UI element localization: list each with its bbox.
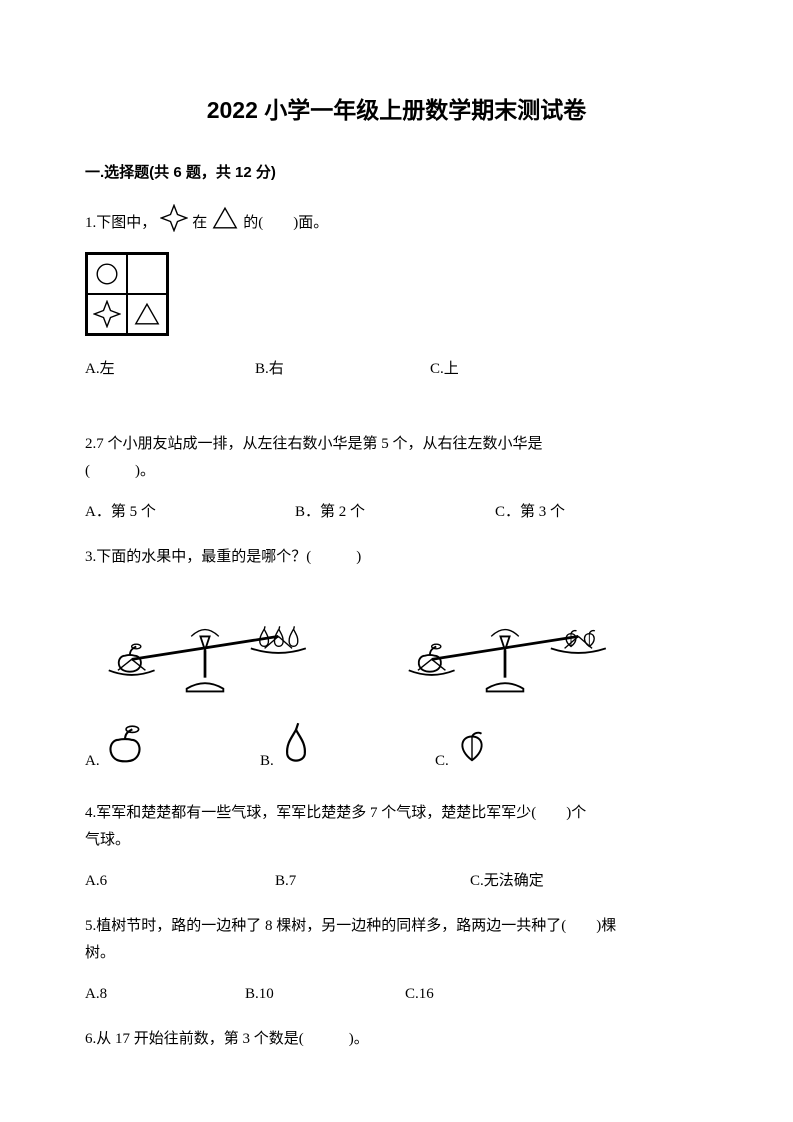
q4-opt-a: A.6: [85, 868, 275, 895]
q1-posttext: 的( )面。: [243, 210, 328, 237]
star4-icon: [93, 300, 121, 328]
balance-scale-2-icon: [385, 586, 625, 696]
question-5: 5.植树节时，路的一边种了 8 棵树，另一边种的同样多，路两边一共种了( )棵 …: [85, 913, 708, 1008]
q5-opt-c: C.16: [405, 981, 434, 1008]
grid-cell-empty: [127, 254, 167, 294]
q1-pretext: 1.下图中，: [85, 210, 156, 237]
grid-cell-triangle: [127, 294, 167, 334]
section-1-header: 一.选择题(共 6 题，共 12 分): [85, 159, 708, 186]
triangle-icon: [211, 204, 239, 242]
q2-options: A．第 5 个 B．第 2 个 C．第 3 个: [85, 499, 708, 526]
question-4: 4.军军和楚楚都有一些气球，军军比楚楚多 7 个气球，楚楚比军军少( )个 气球…: [85, 800, 708, 895]
q4-options: A.6 B.7 C.无法确定: [85, 868, 708, 895]
q4-opt-b: B.7: [275, 868, 470, 895]
page-title: 2022 小学一年级上册数学期末测试卷: [85, 90, 708, 131]
q1-opt-b: B.右: [255, 356, 430, 383]
q5-line1: 5.植树节时，路的一边种了 8 棵树，另一边种的同样多，路两边一共种了( )棵: [85, 913, 708, 940]
q2-line2: ( )。: [85, 458, 708, 485]
q2-opt-a: A．第 5 个: [85, 499, 295, 526]
q6-text: 6.从 17 开始往前数，第 3 个数是( )。: [85, 1026, 708, 1053]
grid-cell-circle: [87, 254, 127, 294]
q1-midtext: 在: [192, 210, 207, 237]
q3-opt-b-label: B.: [260, 748, 274, 775]
q2-opt-c: C．第 3 个: [495, 499, 565, 526]
q3-text: 3.下面的水果中，最重的是哪个？( ): [85, 544, 708, 571]
apple-icon: [104, 723, 146, 775]
q3-options: A. B. C.: [85, 721, 708, 775]
q1-opt-c: C.上: [430, 356, 459, 383]
q3-opt-c-label: C.: [435, 748, 449, 775]
peach-icon: [453, 727, 491, 775]
circle-icon: [93, 260, 121, 288]
q2-line1: 2.7 个小朋友站成一排，从左往右数小华是第 5 个，从右往左数小华是: [85, 431, 708, 458]
question-1: 1.下图中， 在 的( )面。: [85, 204, 708, 383]
grid-cell-star: [87, 294, 127, 334]
q5-opt-a: A.8: [85, 981, 245, 1008]
q2-opt-b: B．第 2 个: [295, 499, 495, 526]
q4-line1: 4.军军和楚楚都有一些气球，军军比楚楚多 7 个气球，楚楚比军军少( )个: [85, 800, 708, 827]
balance-scale-1-icon: [85, 586, 325, 696]
q3-scales: [85, 586, 708, 696]
q1-options: A.左 B.右 C.上: [85, 356, 708, 383]
triangle-icon: [133, 300, 161, 328]
q3-opt-a-label: A.: [85, 748, 100, 775]
star4-icon: [160, 204, 188, 242]
q1-opt-a: A.左: [85, 356, 255, 383]
question-2: 2.7 个小朋友站成一排，从左往右数小华是第 5 个，从右往左数小华是 ( )。…: [85, 431, 708, 526]
q5-opt-b: B.10: [245, 981, 405, 1008]
question-1-text: 1.下图中， 在 的( )面。: [85, 204, 708, 242]
pear-icon: [278, 721, 314, 775]
q5-line2: 树。: [85, 940, 708, 967]
question-3: 3.下面的水果中，最重的是哪个？( ): [85, 544, 708, 775]
q4-line2: 气球。: [85, 827, 708, 854]
q1-grid: [85, 252, 169, 336]
exam-page: 2022 小学一年级上册数学期末测试卷 一.选择题(共 6 题，共 12 分) …: [0, 0, 793, 1122]
q5-options: A.8 B.10 C.16: [85, 981, 708, 1008]
question-6: 6.从 17 开始往前数，第 3 个数是( )。: [85, 1026, 708, 1053]
q4-opt-c: C.无法确定: [470, 868, 544, 895]
